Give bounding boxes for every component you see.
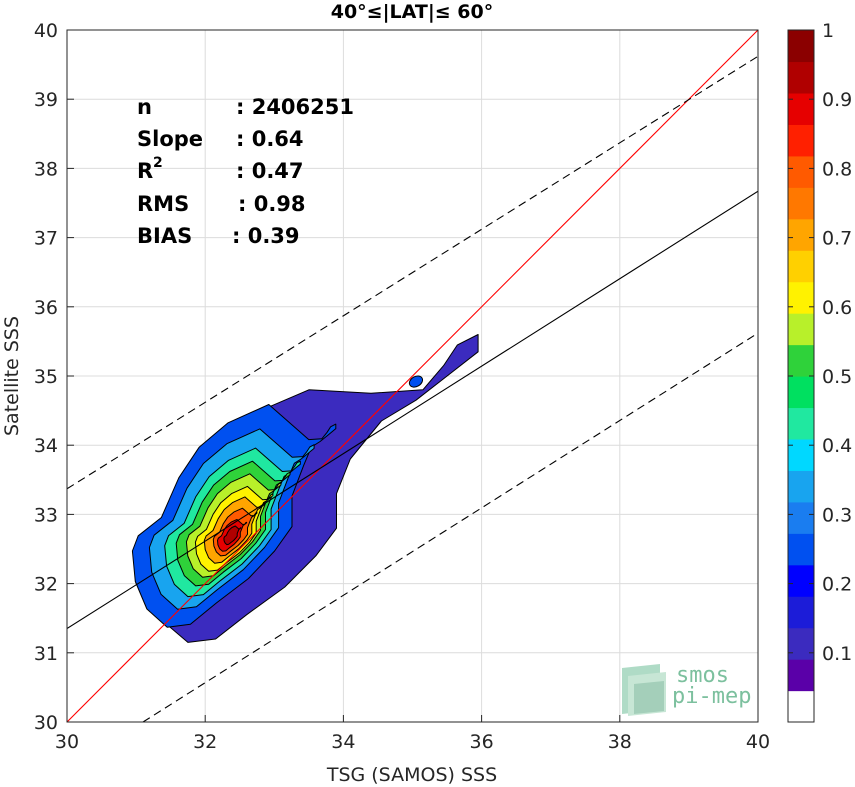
colorbar-swatch bbox=[788, 187, 814, 220]
colorbar-swatch bbox=[788, 659, 814, 692]
colorbar-swatch bbox=[788, 376, 814, 409]
logo-text-top: smos bbox=[676, 663, 729, 688]
y-tick-label: 30 bbox=[34, 712, 58, 734]
x-tick-label: 38 bbox=[608, 731, 632, 753]
y-tick-label: 39 bbox=[34, 89, 58, 111]
smos-pi-mep-logo: smos pi-mep bbox=[622, 663, 751, 716]
x-tick-label: 32 bbox=[193, 731, 217, 753]
colorbar-swatch bbox=[788, 30, 814, 63]
colorbar-swatch bbox=[788, 124, 814, 157]
colorbar-swatch bbox=[788, 533, 814, 566]
y-tick-label: 32 bbox=[34, 574, 58, 596]
reference-lines bbox=[67, 30, 758, 722]
x-axis-ticks: 30 32 34 36 38 40 bbox=[55, 715, 770, 753]
x-tick-label: 36 bbox=[470, 731, 494, 753]
y-tick-label: 40 bbox=[34, 20, 58, 42]
stat-value: : 0.47 bbox=[236, 159, 304, 183]
stat-value: : 2406251 bbox=[236, 95, 354, 119]
colorbar-swatch bbox=[788, 407, 814, 440]
colorbar-swatch bbox=[788, 470, 814, 503]
x-tick-label: 30 bbox=[55, 731, 79, 753]
y-tick-label: 34 bbox=[34, 435, 58, 457]
y-tick-label: 33 bbox=[34, 504, 58, 526]
stat-label: Slope bbox=[137, 127, 203, 151]
colorbar-tick-label: 0.9 bbox=[822, 89, 852, 111]
colorbar-swatch bbox=[788, 281, 814, 314]
x-tick-label: 40 bbox=[746, 731, 770, 753]
colorbar-tick-label: 0.5 bbox=[822, 366, 852, 388]
stat-value: : 0.64 bbox=[236, 127, 304, 151]
colorbar-tick-label: 0.1 bbox=[822, 643, 852, 665]
colorbar-tick-label: 1 bbox=[822, 20, 834, 42]
y-tick-label: 36 bbox=[34, 297, 58, 319]
y-tick-label: 38 bbox=[34, 158, 58, 180]
colorbar-swatch bbox=[788, 690, 814, 723]
colorbar-swatch bbox=[788, 92, 814, 125]
lower-bound-line bbox=[142, 332, 758, 722]
regression-line bbox=[67, 190, 758, 630]
colorbar-swatch bbox=[788, 596, 814, 629]
colorbar: 0.1 0.2 0.3 0.4 0.5 0.6 0.7 0.8 0.9 1 bbox=[787, 20, 852, 723]
colorbar-swatch bbox=[788, 344, 814, 377]
contour-level-0.95 bbox=[223, 525, 242, 546]
stat-label: RMS bbox=[137, 192, 189, 216]
colorbar-tick-label: 0.2 bbox=[822, 574, 852, 596]
y-axis-ticks: 30 31 32 33 34 35 36 37 38 39 40 bbox=[34, 20, 74, 734]
one-to-one-line bbox=[67, 30, 758, 722]
colorbar-swatch bbox=[788, 313, 814, 346]
colorbar-swatch bbox=[788, 250, 814, 283]
stat-superscript: 2 bbox=[153, 155, 163, 171]
colorbar-swatch bbox=[788, 438, 814, 471]
stat-label: BIAS bbox=[137, 224, 192, 248]
y-axis-label: Satellite SSS bbox=[1, 316, 23, 436]
colorbar-swatch bbox=[788, 564, 814, 597]
colorbar-swatch bbox=[788, 155, 814, 188]
contour-island bbox=[408, 375, 424, 388]
colorbar-swatch bbox=[788, 627, 814, 660]
stat-label: R bbox=[137, 159, 153, 183]
chart-title: 40°≤|LAT|≤ 60° bbox=[331, 1, 494, 23]
upper-bound-line bbox=[67, 55, 758, 490]
colorbar-tick-label: 0.4 bbox=[822, 435, 852, 457]
colorbar-tick-label: 0.3 bbox=[822, 504, 852, 526]
colorbar-swatch bbox=[788, 218, 814, 251]
x-tick-label: 34 bbox=[331, 731, 355, 753]
logo-text-bottom: pi-mep bbox=[672, 684, 751, 709]
y-tick-label: 35 bbox=[34, 366, 58, 388]
colorbar-swatch bbox=[788, 61, 814, 94]
x-axis-label: TSG (SAMOS) SSS bbox=[326, 764, 497, 786]
colorbar-tick-label: 0.7 bbox=[822, 228, 852, 250]
colorbar-tick-label: 0.6 bbox=[822, 297, 852, 319]
stat-value: : 0.39 bbox=[232, 224, 300, 248]
statistics-box: n : 2406251 Slope : 0.64 R 2 : 0.47 RMS : 0.98 BI… bbox=[137, 95, 354, 248]
stat-label: n bbox=[137, 95, 152, 119]
y-tick-label: 37 bbox=[34, 228, 58, 250]
density-contours bbox=[131, 334, 479, 643]
colorbar-tick-label: 0.8 bbox=[822, 158, 852, 180]
colorbar-swatch bbox=[788, 501, 814, 534]
y-tick-label: 31 bbox=[34, 643, 58, 665]
stat-value: : 0.98 bbox=[238, 192, 306, 216]
